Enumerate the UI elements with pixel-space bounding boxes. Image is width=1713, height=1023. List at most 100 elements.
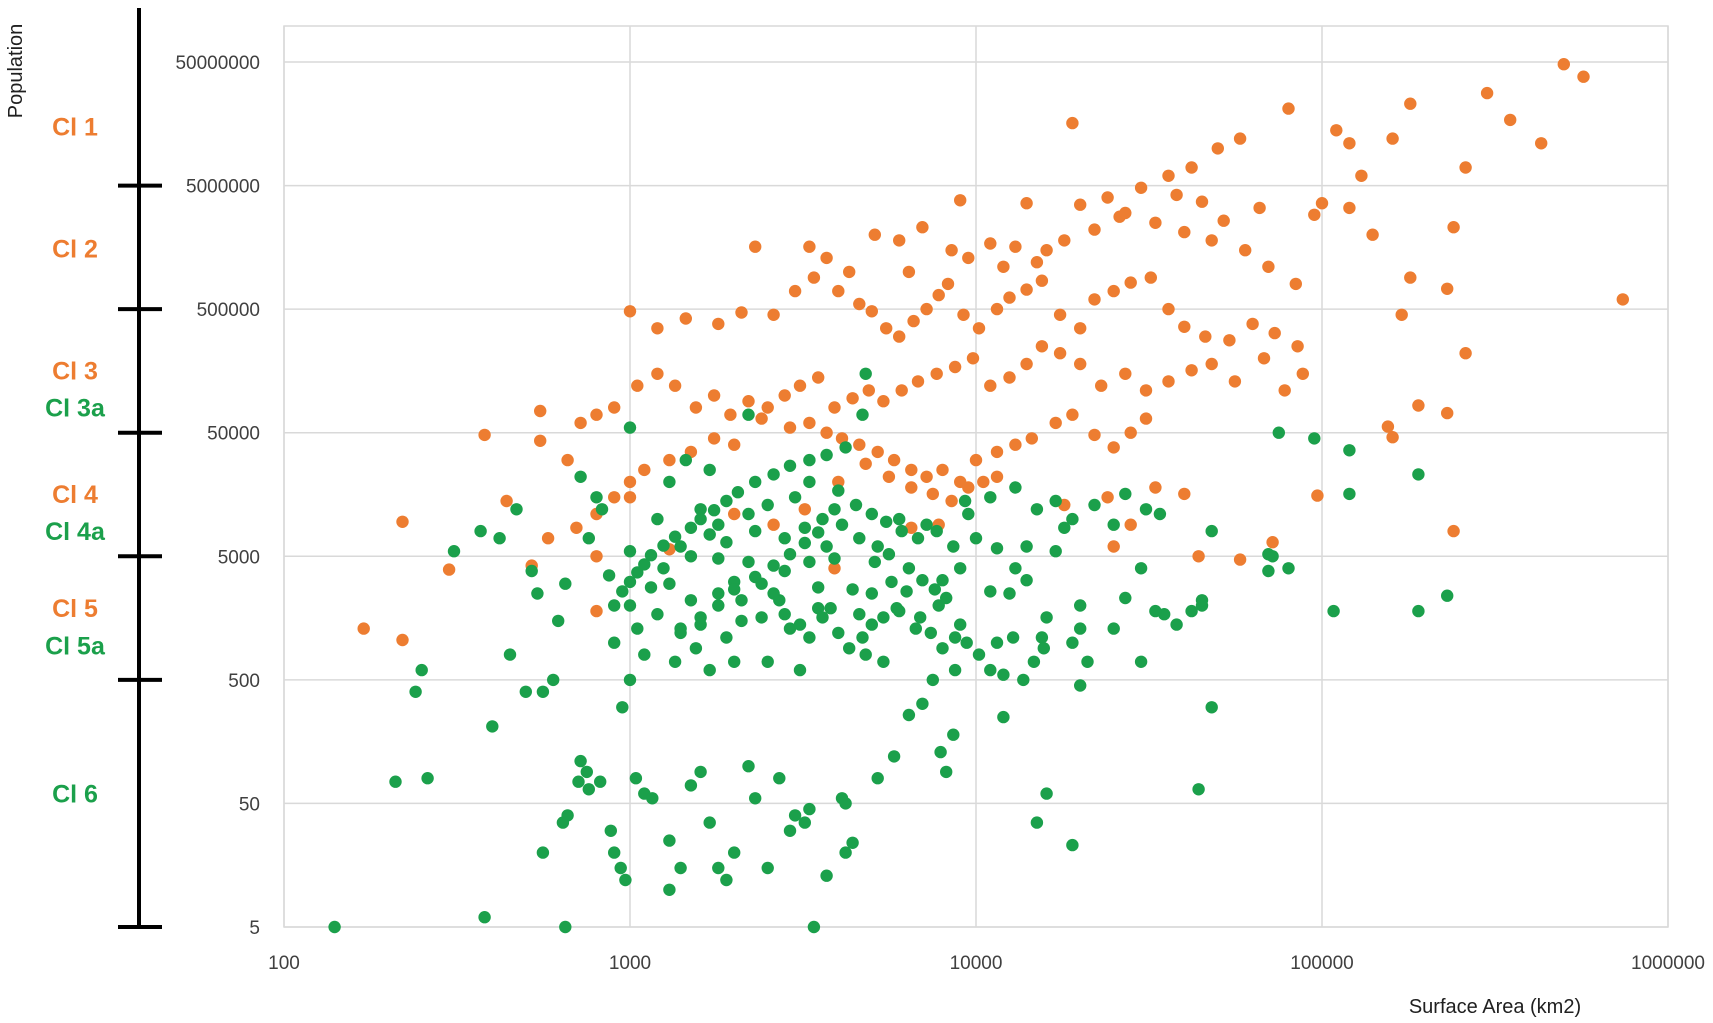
data-point	[503, 648, 517, 661]
data-point	[1139, 384, 1153, 397]
data-point	[984, 491, 997, 504]
data-point	[396, 633, 409, 647]
data-point	[1459, 161, 1472, 174]
y-tick-label: 5000000	[186, 177, 260, 198]
series-orange	[357, 57, 1630, 647]
data-point	[442, 563, 456, 576]
data-point	[902, 708, 916, 722]
data-point	[846, 392, 859, 405]
data-point	[1480, 86, 1494, 100]
data-point	[887, 453, 901, 467]
data-point	[984, 379, 997, 392]
data-point	[916, 697, 929, 710]
data-point	[1178, 225, 1191, 239]
data-point	[1268, 326, 1281, 340]
data-point	[728, 655, 741, 668]
data-point	[703, 663, 716, 677]
data-point	[859, 367, 872, 380]
data-point	[972, 648, 986, 661]
data-point	[1616, 293, 1630, 306]
data-point	[689, 401, 703, 414]
data-point	[1412, 399, 1425, 412]
data-point	[1343, 487, 1356, 501]
data-point	[608, 636, 621, 649]
data-point	[1119, 367, 1132, 380]
data-point	[1144, 271, 1158, 284]
data-point	[1066, 512, 1079, 526]
data-point	[396, 515, 409, 528]
data-point	[793, 379, 807, 392]
data-point	[1366, 228, 1379, 241]
data-point	[594, 775, 607, 788]
data-point	[911, 375, 925, 388]
data-point	[954, 562, 967, 575]
data-point	[1192, 783, 1205, 796]
data-point	[1404, 271, 1417, 284]
x-tick-label: 1000000	[1631, 953, 1705, 974]
data-point	[803, 802, 816, 816]
data-point	[865, 507, 878, 521]
data-point	[646, 792, 659, 805]
data-point	[1412, 468, 1425, 481]
data-point	[1020, 197, 1033, 210]
data-point	[812, 371, 825, 384]
data-point	[1040, 244, 1053, 257]
data-point	[608, 401, 621, 414]
data-point	[1107, 622, 1120, 635]
data-point	[820, 540, 833, 553]
data-point	[1330, 124, 1343, 137]
data-point	[707, 432, 721, 445]
data-point	[679, 453, 692, 467]
y-tick-label: 5000	[218, 547, 260, 568]
data-point	[1003, 587, 1016, 600]
data-point	[1170, 618, 1183, 631]
data-point	[474, 524, 487, 538]
data-point	[614, 861, 627, 875]
data-point	[559, 920, 572, 934]
data-point	[1205, 357, 1218, 371]
data-point	[742, 555, 755, 569]
data-point	[832, 484, 845, 497]
data-point	[1030, 503, 1044, 516]
data-point	[574, 470, 587, 483]
data-point	[865, 618, 878, 631]
data-point	[478, 428, 491, 442]
data-point	[862, 384, 875, 397]
data-point	[905, 521, 918, 534]
data-point	[868, 228, 881, 241]
data-point	[783, 459, 797, 472]
data-point	[1058, 234, 1071, 247]
y-tick-label: 500000	[197, 300, 260, 321]
data-point	[761, 401, 774, 414]
data-point	[828, 503, 841, 516]
data-point	[749, 475, 762, 489]
data-point	[984, 237, 997, 250]
data-point	[1205, 524, 1218, 538]
data-point	[674, 626, 687, 640]
data-point	[948, 663, 962, 677]
data-point	[926, 487, 939, 501]
data-point	[954, 194, 967, 207]
data-point	[590, 604, 603, 618]
data-point	[421, 772, 434, 785]
data-point	[703, 528, 716, 541]
data-point	[962, 507, 975, 521]
data-point	[1447, 221, 1460, 234]
data-point	[783, 421, 797, 434]
data-point	[761, 861, 774, 875]
data-point	[1343, 201, 1356, 215]
data-point	[1074, 198, 1087, 211]
data-point	[969, 532, 983, 545]
class-label: Cl 4	[52, 481, 98, 509]
data-point	[608, 491, 621, 504]
data-point	[877, 611, 890, 624]
data-point	[843, 642, 856, 655]
data-point	[663, 453, 676, 467]
data-point	[631, 566, 644, 579]
data-point	[1107, 540, 1120, 553]
data-point	[749, 240, 762, 253]
data-point	[960, 636, 973, 649]
data-point	[1088, 428, 1101, 442]
y-tick-label: 5	[249, 918, 260, 939]
x-tick-label: 100	[268, 953, 300, 974]
